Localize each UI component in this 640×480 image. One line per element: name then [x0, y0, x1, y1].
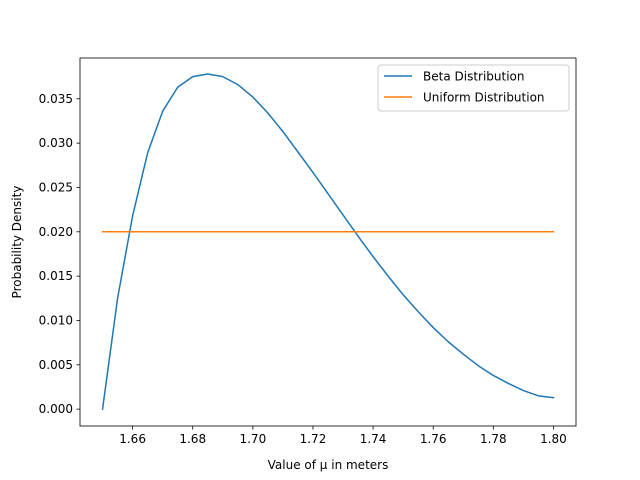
series-line-0 [101, 73, 555, 410]
x-tick-label: 1.76 [420, 432, 447, 446]
legend: Beta Distribution Uniform Distribution [377, 64, 570, 112]
y-tick-label: 0.020 [39, 225, 73, 239]
x-tick-label: 1.74 [360, 432, 387, 446]
y-tick-label: 0.025 [39, 180, 73, 194]
y-tick-label: 0.000 [39, 402, 73, 416]
y-tick-label: 0.005 [39, 358, 73, 372]
x-tick-label: 1.68 [179, 432, 206, 446]
x-tick-label: 1.66 [119, 432, 146, 446]
y-tick-label: 0.010 [39, 313, 73, 327]
plot-area [101, 73, 555, 410]
y-tick-label: 0.030 [39, 136, 73, 150]
x-axis-label: Value of μ in meters [268, 458, 389, 472]
legend-label: Beta Distribution [423, 70, 525, 84]
y-tick-label: 0.015 [39, 269, 73, 283]
y-tick-label: 0.035 [39, 92, 73, 106]
x-tick-label: 1.80 [540, 432, 567, 446]
axes: 1.66 1.68 1.70 1.72 1.74 1.76 1.78 1.80 0.000 0.0… [10, 57, 577, 472]
legend-box [377, 64, 570, 112]
legend-label: Uniform Distribution [423, 91, 545, 105]
y-axis-label: Probability Density [10, 186, 24, 299]
axes-frame [79, 57, 577, 427]
x-tick-label: 1.70 [239, 432, 266, 446]
x-tick-label: 1.78 [480, 432, 507, 446]
x-tick-label: 1.72 [300, 432, 327, 446]
